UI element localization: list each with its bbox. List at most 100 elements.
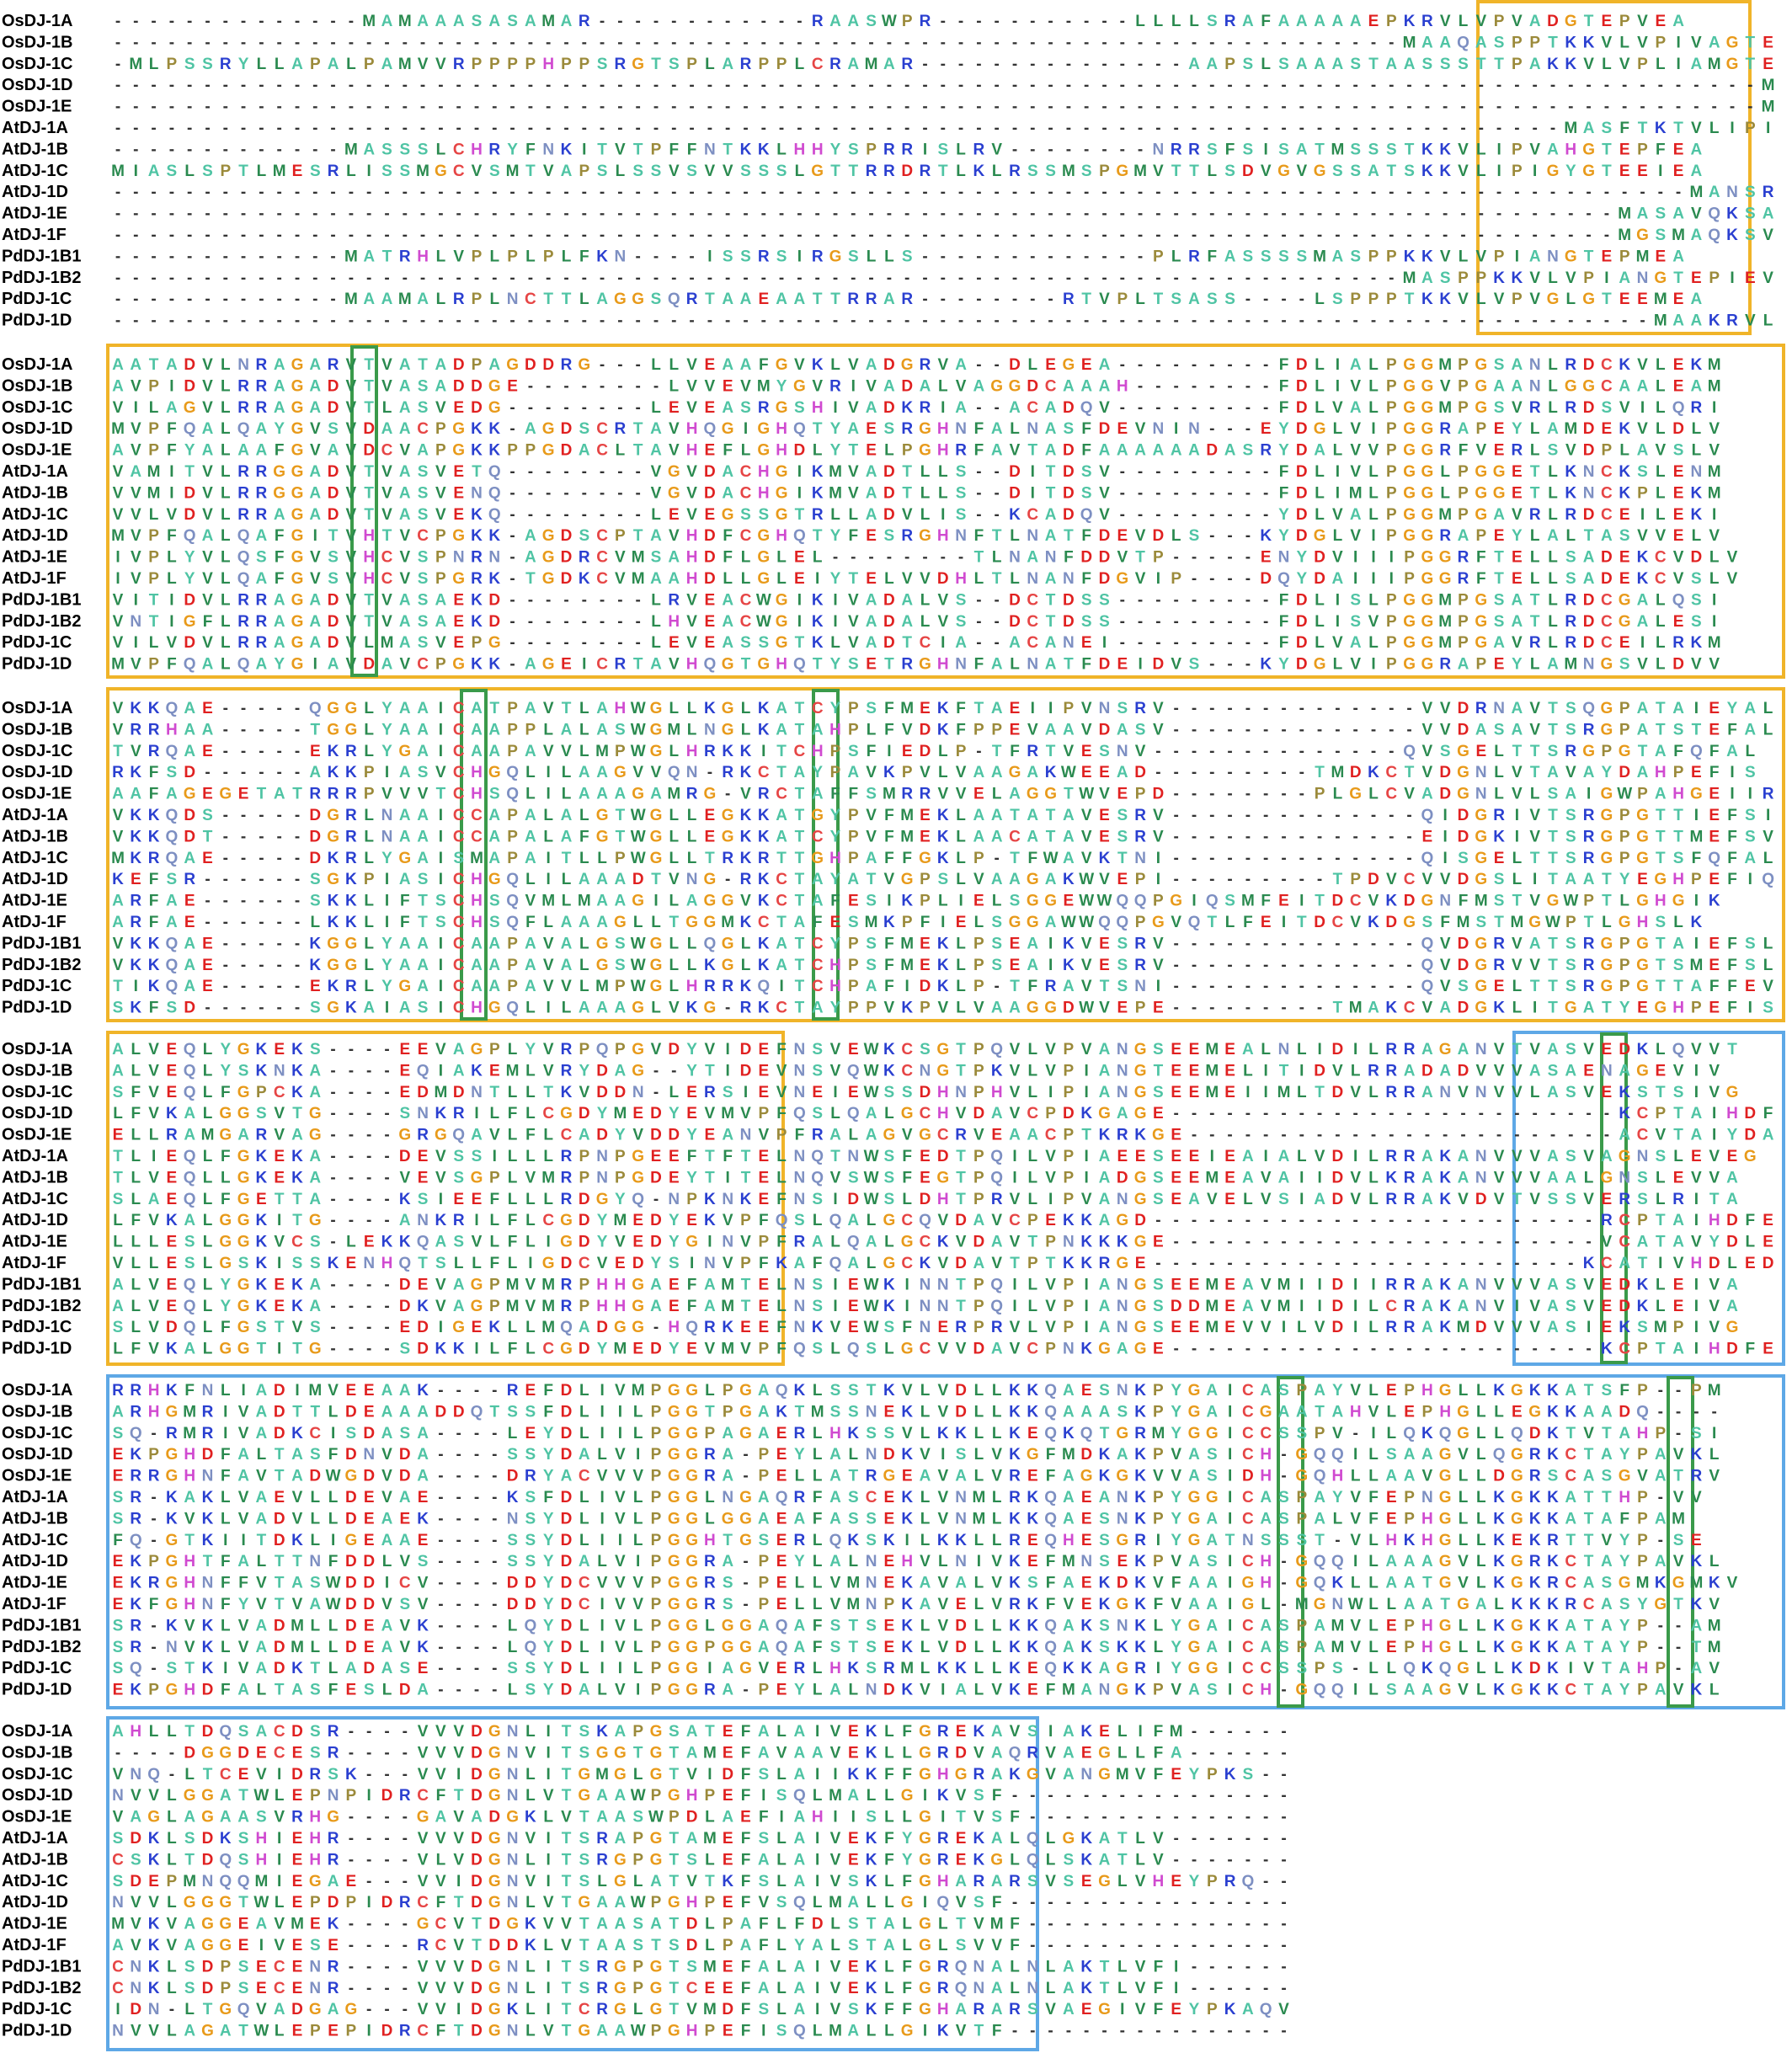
residue: I: [1156, 978, 1160, 995]
residue: -: [1174, 743, 1179, 760]
residue: A: [866, 399, 877, 417]
residue: -: [1209, 656, 1214, 674]
residue: R: [130, 914, 141, 931]
residue: A: [471, 957, 483, 974]
residue: -: [169, 248, 174, 265]
residue: -: [277, 893, 282, 910]
residue: -: [976, 56, 981, 73]
residue: -: [205, 914, 210, 931]
residue: -: [1066, 312, 1071, 330]
residue: F: [1727, 935, 1737, 952]
residue: -: [1209, 786, 1214, 803]
residue: N: [955, 527, 967, 545]
residue: Y: [381, 743, 392, 760]
residue: A: [1009, 871, 1021, 888]
residue: T: [633, 527, 643, 545]
residue: M: [147, 484, 161, 502]
residue: -: [1138, 227, 1143, 244]
residue: -: [115, 141, 120, 158]
residue: L: [1440, 484, 1450, 502]
residue: -: [1120, 77, 1125, 94]
residue: E: [705, 356, 716, 374]
residue: -: [1192, 356, 1197, 374]
residue: -: [115, 312, 120, 330]
residue: L: [1135, 291, 1145, 308]
residue: -: [1460, 99, 1465, 116]
residue: V: [1709, 420, 1720, 438]
residue: D: [184, 506, 195, 524]
residue: S: [1637, 1169, 1648, 1186]
residue: -: [366, 312, 371, 330]
residue: R: [1439, 442, 1451, 460]
residue: -: [509, 656, 515, 674]
residue: -: [1138, 77, 1143, 94]
residue: -: [833, 312, 838, 330]
residue: G: [1636, 828, 1649, 845]
residue: -: [563, 34, 568, 51]
residue: A: [1475, 721, 1487, 739]
residue: -: [1317, 935, 1322, 952]
residue: G: [488, 399, 501, 417]
residue: L: [113, 1105, 123, 1122]
residue: K: [291, 1041, 303, 1058]
residue: K: [1637, 1041, 1649, 1058]
residue: T: [813, 291, 823, 308]
residue: V: [1081, 1191, 1092, 1208]
residue: I: [1085, 1084, 1089, 1101]
residue: D: [1458, 871, 1469, 888]
residue: -: [1425, 227, 1430, 244]
residue: R: [345, 978, 357, 995]
residue: K: [937, 957, 949, 974]
residue: -: [1192, 871, 1197, 888]
residue: S: [1494, 893, 1505, 910]
residue: -: [868, 77, 873, 94]
residue: D: [579, 1105, 590, 1122]
residue: K: [1619, 484, 1630, 502]
residue: I: [1533, 1000, 1537, 1017]
residue: M: [111, 420, 125, 438]
residue: V: [902, 506, 913, 524]
residue: V: [113, 613, 124, 631]
residue: V: [346, 463, 357, 481]
residue: P: [1386, 656, 1397, 674]
residue: -: [636, 269, 641, 287]
residue: I: [1694, 893, 1699, 910]
residue: -: [1101, 227, 1107, 244]
residue: V: [1368, 442, 1379, 460]
residue: E: [1512, 570, 1523, 588]
residue: -: [1281, 721, 1286, 739]
residue: -: [241, 1000, 246, 1017]
residue: -: [403, 34, 408, 51]
residue: S: [418, 399, 429, 417]
residue: A: [202, 656, 214, 674]
residue: -: [1174, 399, 1179, 417]
residue: R: [1171, 141, 1182, 158]
residue: S: [418, 484, 429, 502]
residue: A: [1063, 807, 1075, 824]
residue: L: [382, 399, 392, 417]
residue: L: [221, 634, 231, 652]
residue: A: [1027, 957, 1038, 974]
residue: T: [1530, 850, 1540, 867]
residue: Y: [615, 1191, 626, 1208]
residue: W: [756, 613, 771, 631]
residue: L: [508, 1148, 518, 1165]
residue: -: [1263, 312, 1268, 330]
residue: Q: [1421, 935, 1434, 952]
residue: T: [1530, 743, 1540, 760]
residue: -: [1299, 99, 1304, 116]
residue: -: [349, 1127, 354, 1144]
residue: -: [1371, 1127, 1376, 1144]
residue: P: [973, 1062, 984, 1080]
residue: F: [221, 1191, 231, 1208]
residue: -: [241, 914, 246, 931]
residue: P: [1153, 893, 1164, 910]
residue: V: [1261, 1191, 1272, 1208]
residue: -: [133, 34, 138, 51]
residue: D: [1583, 356, 1595, 374]
residue: I: [1156, 871, 1160, 888]
residue: L: [203, 1148, 213, 1165]
residue: P: [507, 807, 518, 824]
residue: G: [1403, 399, 1416, 417]
residue: -: [1263, 399, 1268, 417]
